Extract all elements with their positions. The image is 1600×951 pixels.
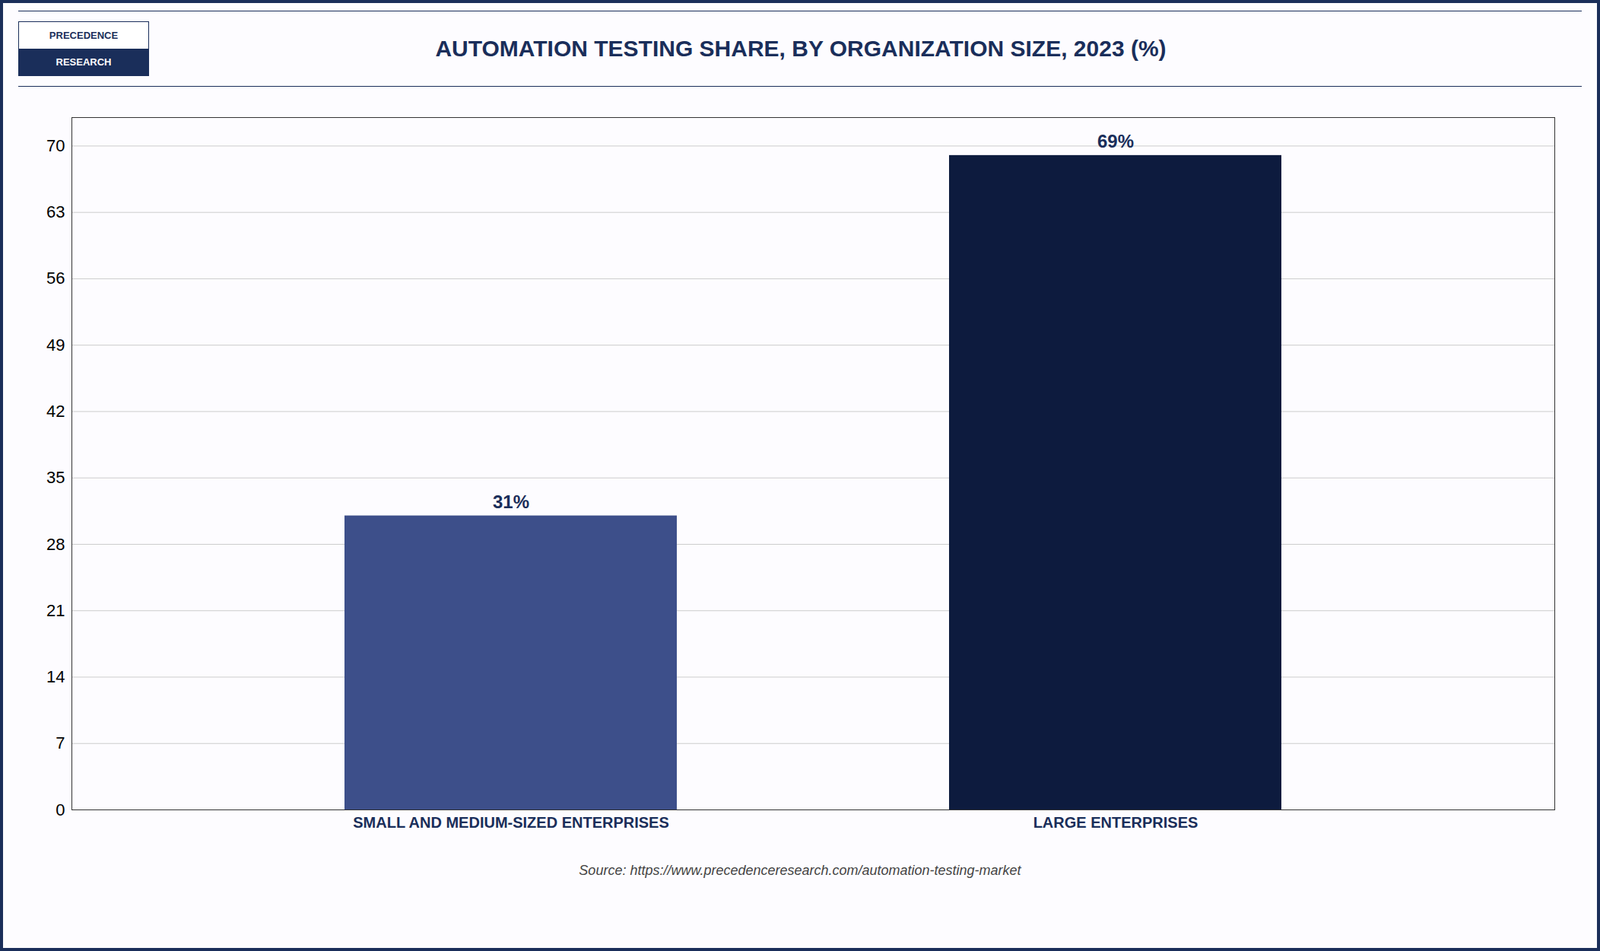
html-text:Source: https://www.precedence: Source: https://www.precedenceresearch.c… [579,862,1021,878]
svg-text:31%: 31% [492,491,530,512]
svg-text:56: 56 [46,268,65,288]
svg-text:14: 14 [46,666,65,686]
svg-text:42: 42 [46,401,65,421]
html-text:PRECEDENCE: PRECEDENCE [49,29,118,42]
svg-text:21: 21 [46,600,65,620]
svg-text:35: 35 [46,467,65,487]
html-text:RESEARCH: RESEARCH [55,56,112,68]
svg-text:0: 0 [55,800,65,820]
svg-text:69%: 69% [1097,130,1134,152]
html-text:AUTOMATION TESTING SHARE, BY O: AUTOMATION TESTING SHARE, BY ORGANIZATIO… [435,35,1167,61]
svg-text:28: 28 [46,533,65,553]
svg-text:SMALL AND MEDIUM-SIZED ENTERPR: SMALL AND MEDIUM-SIZED ENTERPRISES [352,813,670,831]
svg-text:63: 63 [46,202,65,222]
svg-text:49: 49 [46,335,65,355]
svg-text:LARGE ENTERPRISES: LARGE ENTERPRISES [1033,813,1199,831]
svg-text:70: 70 [46,136,65,156]
svg-text:7: 7 [55,733,65,753]
